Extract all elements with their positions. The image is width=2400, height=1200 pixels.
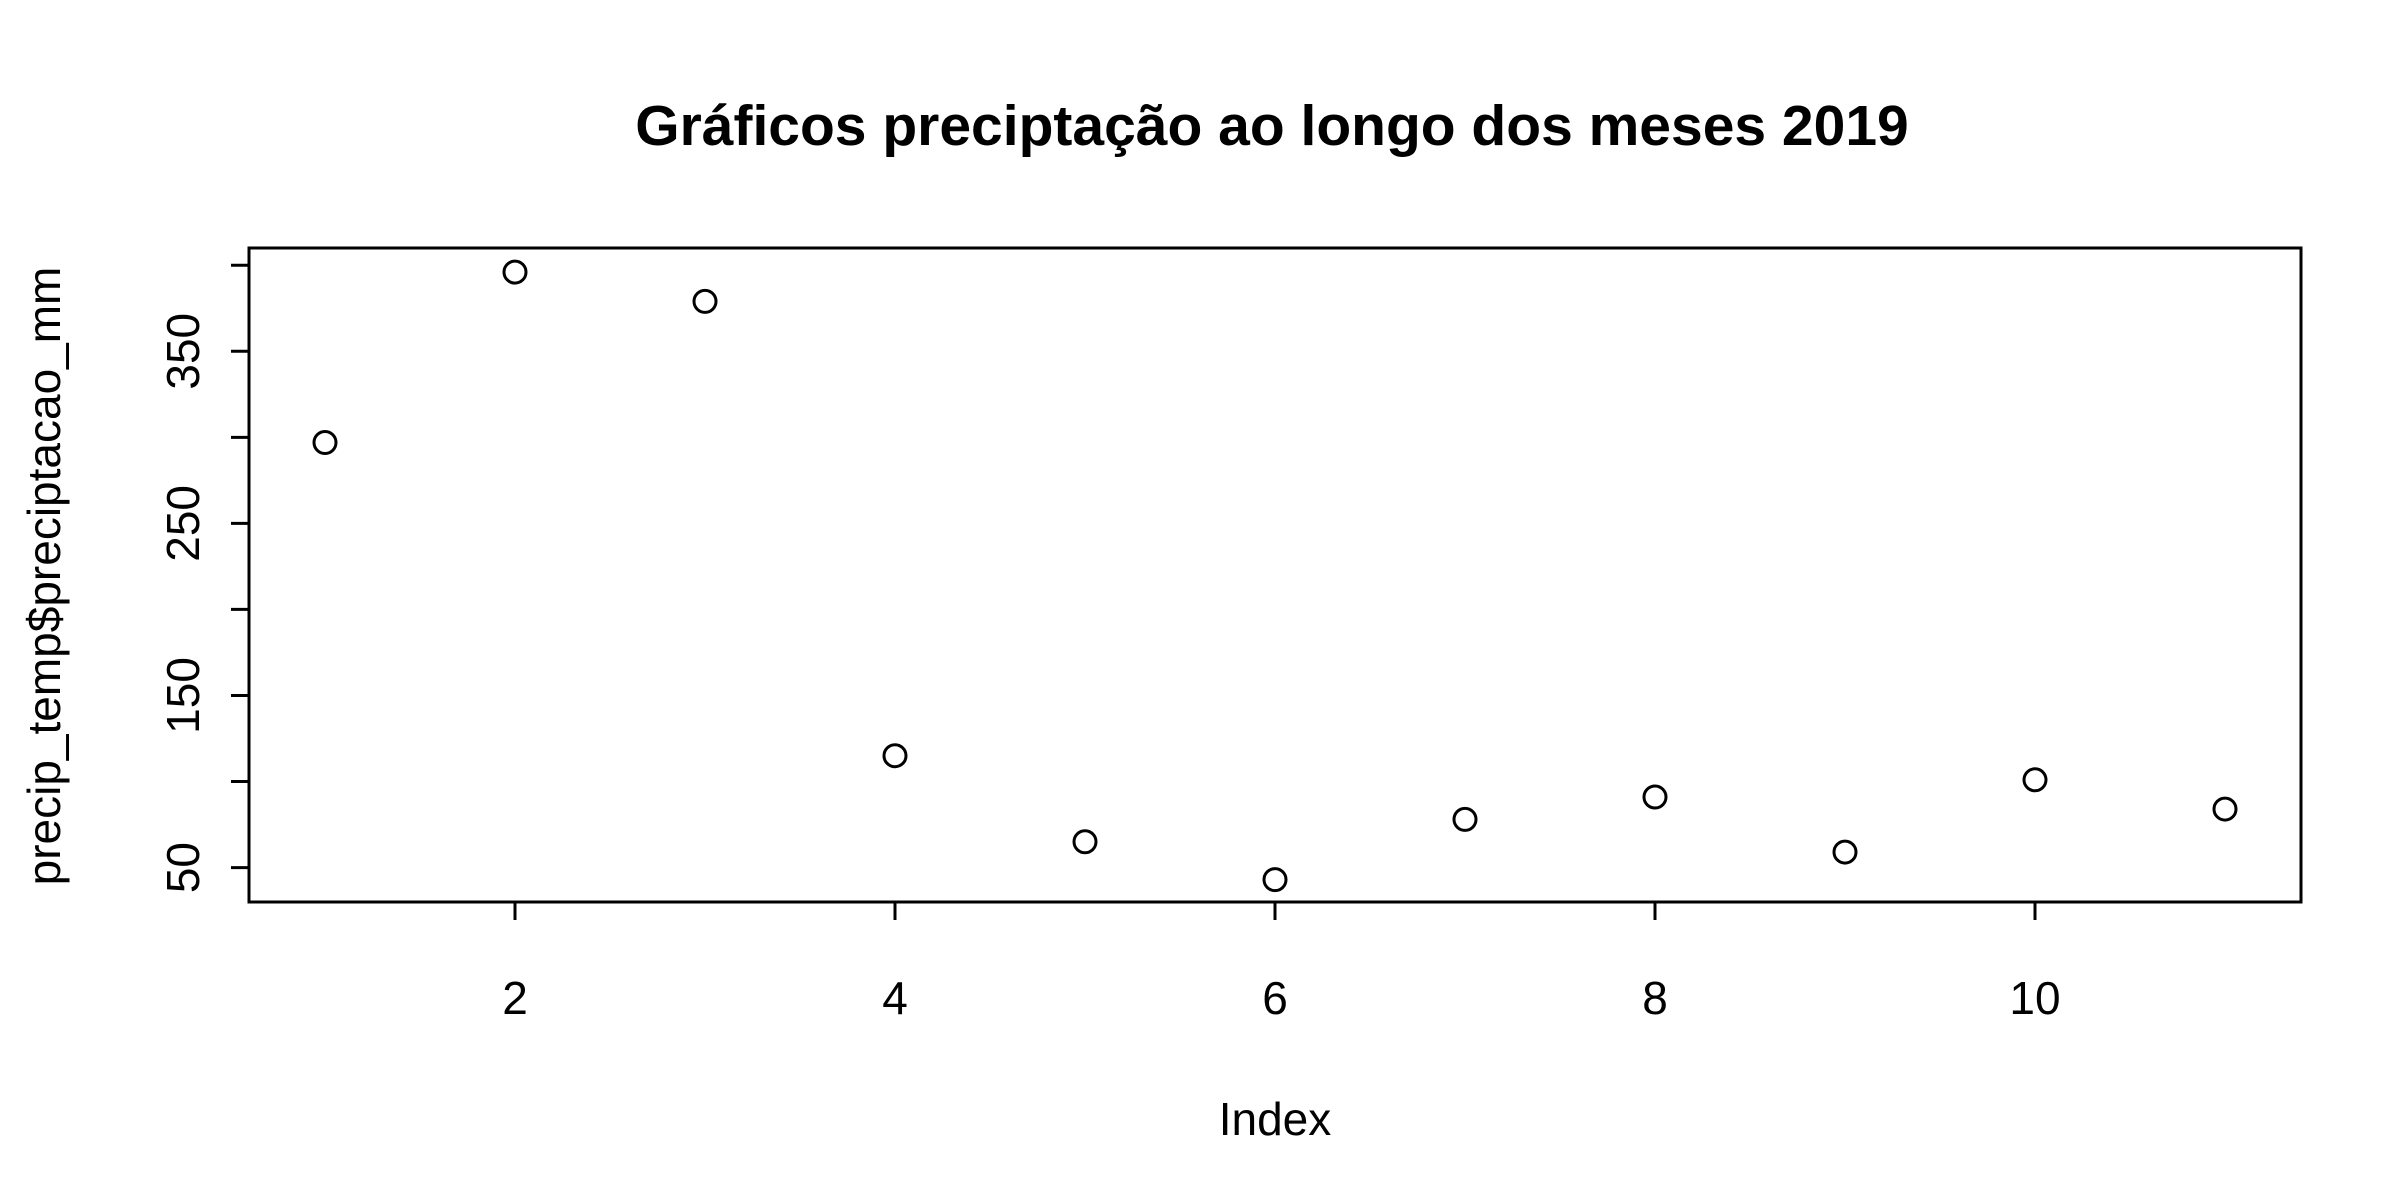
y-axis-label: precip_temp$preciptacao_mm [18, 267, 70, 886]
y-tick-label: 250 [157, 485, 209, 562]
data-point [692, 288, 718, 314]
x-axis-label: Index [1219, 1093, 1332, 1145]
x-tick-label: 2 [502, 972, 528, 1024]
x-tick-label: 6 [1262, 972, 1288, 1024]
y-tick-label: 150 [157, 657, 209, 734]
y-tick-label: 350 [157, 313, 209, 390]
data-point [1072, 829, 1098, 855]
data-point [1262, 867, 1288, 893]
data-point [2022, 767, 2048, 793]
data-point [1642, 784, 1668, 810]
x-tick-label: 10 [2009, 972, 2060, 1024]
y-axis: 50 150 250 350 [157, 263, 251, 893]
data-point [1832, 839, 1858, 865]
y-tick-label: 50 [157, 842, 209, 893]
data-point [502, 259, 528, 285]
data-point [882, 743, 908, 769]
chart-title: Gráficos preciptação ao longo dos meses … [635, 94, 1908, 158]
x-tick-label: 8 [1642, 972, 1668, 1024]
plot-area-border [247, 246, 2303, 904]
data-point [2212, 796, 2238, 822]
data-points [312, 259, 2238, 893]
data-point [312, 429, 338, 455]
x-tick-label: 4 [882, 972, 908, 1024]
x-axis: 2 4 6 8 10 [502, 900, 2061, 1024]
data-point [1452, 806, 1478, 832]
